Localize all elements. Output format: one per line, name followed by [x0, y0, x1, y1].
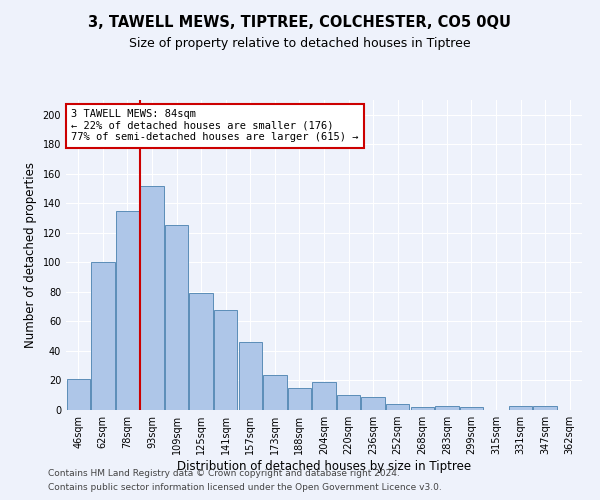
Text: Contains HM Land Registry data © Crown copyright and database right 2024.: Contains HM Land Registry data © Crown c… [48, 468, 400, 477]
Bar [165, 226, 188, 410]
Bar [288, 388, 311, 410]
Text: 3 TAWELL MEWS: 84sqm
← 22% of detached houses are smaller (176)
77% of semi-deta: 3 TAWELL MEWS: 84sqm ← 22% of detached h… [71, 110, 359, 142]
Bar [239, 342, 262, 410]
Bar [263, 374, 287, 410]
Bar [190, 294, 213, 410]
Bar [533, 406, 557, 410]
Bar [67, 379, 90, 410]
Bar [91, 262, 115, 410]
Bar [361, 396, 385, 410]
Bar [337, 395, 360, 410]
Bar [116, 210, 139, 410]
Bar [214, 310, 238, 410]
Bar [509, 406, 532, 410]
Bar [313, 382, 335, 410]
Text: Size of property relative to detached houses in Tiptree: Size of property relative to detached ho… [129, 38, 471, 51]
Text: Contains public sector information licensed under the Open Government Licence v3: Contains public sector information licen… [48, 484, 442, 492]
Bar [460, 407, 483, 410]
Y-axis label: Number of detached properties: Number of detached properties [24, 162, 37, 348]
X-axis label: Distribution of detached houses by size in Tiptree: Distribution of detached houses by size … [177, 460, 471, 473]
Text: 3, TAWELL MEWS, TIPTREE, COLCHESTER, CO5 0QU: 3, TAWELL MEWS, TIPTREE, COLCHESTER, CO5… [89, 15, 511, 30]
Bar [386, 404, 409, 410]
Bar [435, 406, 458, 410]
Bar [410, 407, 434, 410]
Bar [140, 186, 164, 410]
